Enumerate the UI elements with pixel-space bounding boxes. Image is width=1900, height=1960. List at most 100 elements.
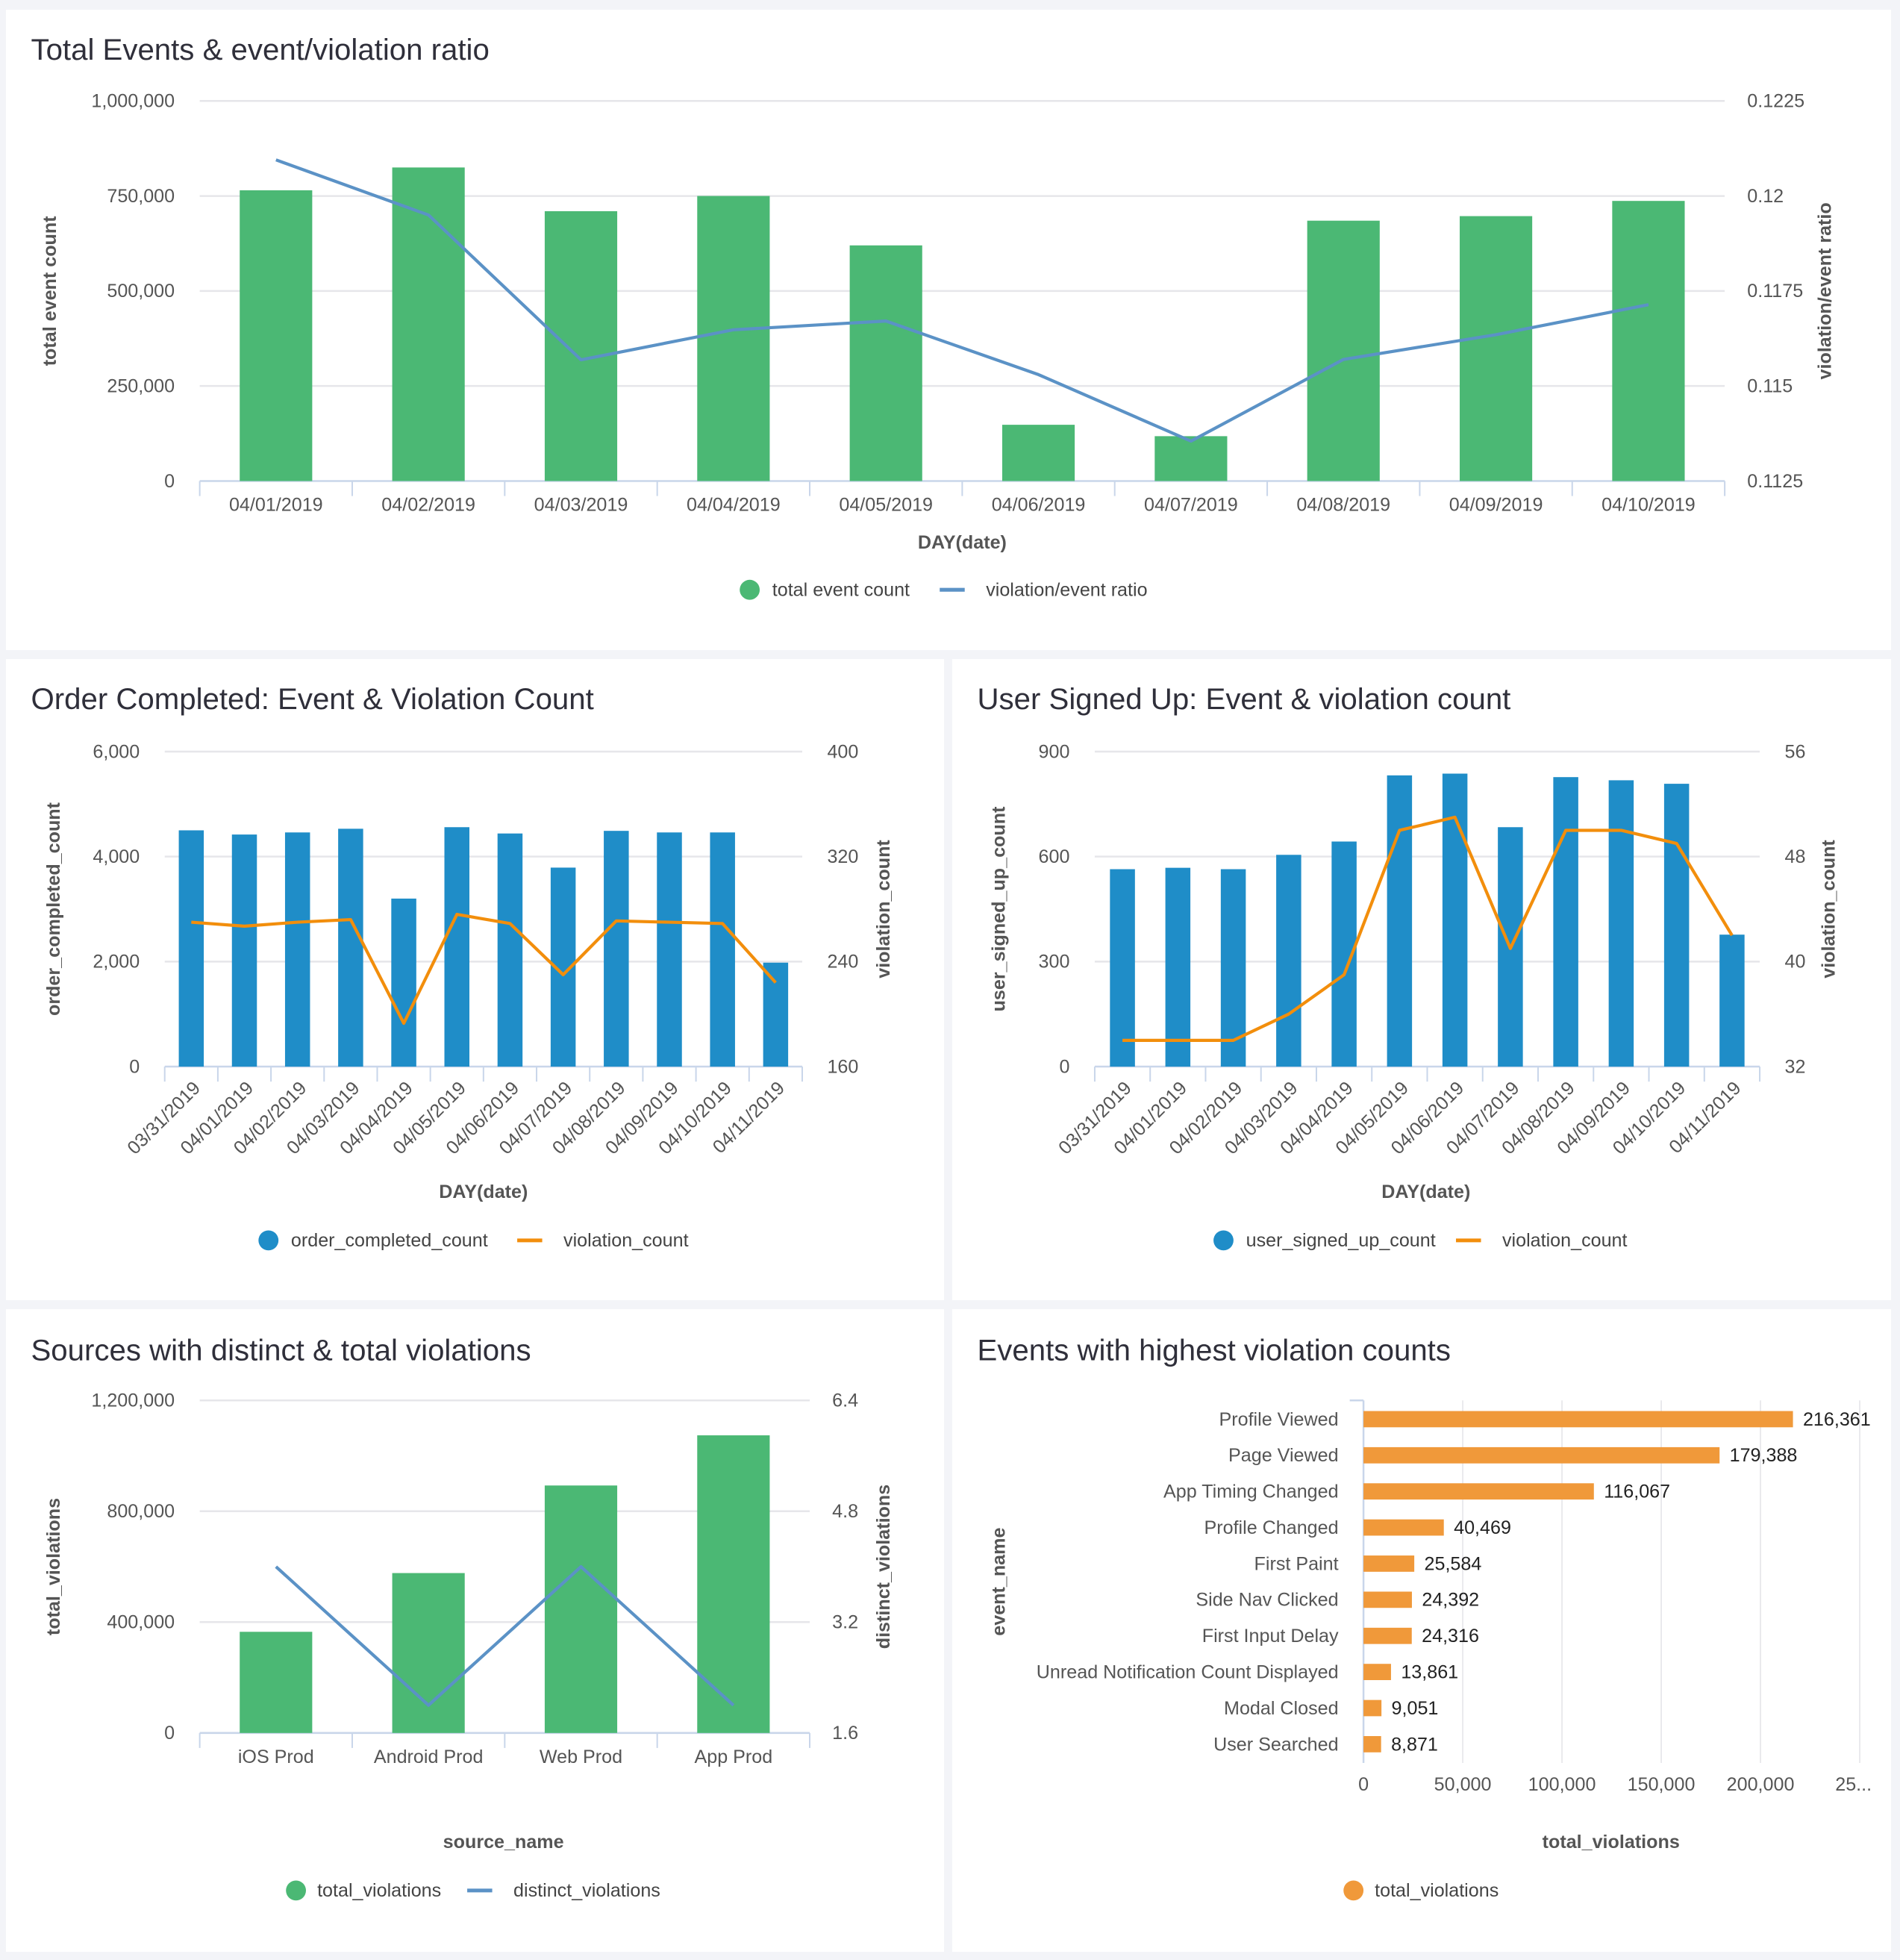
chart-svg: Total Events & event/violation ratio 0 0.1… [31,33,1836,601]
y2-tick-label: 160 [828,1056,859,1077]
bar[interactable] [392,1573,466,1733]
chart-panel: Sources with distinct & total violations… [6,1308,944,1952]
bar[interactable] [1363,1700,1382,1717]
bar[interactable] [604,830,629,1067]
bar[interactable] [1612,201,1685,481]
y-tick-label: First Paint [1254,1553,1339,1574]
x-tick-label: 04/06/2019 [992,495,1086,516]
bar[interactable] [1719,934,1746,1067]
x-axis-title: DAY(date) [918,532,1007,553]
bar[interactable] [1443,773,1468,1067]
bar[interactable] [240,190,313,481]
bar[interactable] [285,832,310,1067]
series-line[interactable] [191,912,778,1025]
y2-tick-label: 4.8 [833,1501,859,1522]
series-line[interactable] [275,158,1649,443]
bar[interactable] [1363,1411,1793,1428]
bar[interactable] [391,898,417,1067]
bar[interactable] [1221,869,1246,1067]
legend-label: total_violations [317,1880,441,1901]
y2-tick-label: 0.12 [1748,186,1784,207]
legend-label: distinct_violations [513,1880,660,1901]
y2-axis-title: distinct_violations [874,1485,895,1649]
chart-panel: Total Events & event/violation ratio 0 0.1… [6,10,1892,650]
y-tick-label: Modal Closed [1224,1698,1339,1719]
bar[interactable] [545,1485,618,1733]
x-tick-label: iOS Prod [238,1747,314,1767]
legend-marker-icon [1213,1230,1234,1250]
bar[interactable] [1363,1446,1720,1464]
y-tick-label: 6,000 [93,741,140,762]
bar[interactable] [1110,869,1136,1067]
bar[interactable] [710,832,736,1067]
bar[interactable] [697,1435,770,1733]
x-tick-label: 04/04/2019 [687,495,781,516]
x-tick-label: 04/10/2019 [1601,495,1696,516]
legend-label: total event count [772,580,910,601]
bar[interactable] [1363,1483,1595,1499]
bar[interactable] [338,828,364,1067]
y2-tick-label: 40 [1785,951,1806,972]
bar[interactable] [1002,425,1075,481]
y2-axis-title: violation_count [1819,839,1840,978]
bar[interactable] [849,246,923,481]
y-tick-label: First Input Delay [1202,1626,1339,1647]
bar[interactable] [1460,216,1533,481]
bar[interactable] [1276,855,1301,1067]
y-tick-label: 0 [130,1056,140,1077]
data-label: 25,584 [1425,1553,1482,1574]
bar[interactable] [763,962,789,1067]
x-tick-label: Web Prod [540,1747,622,1767]
legend-marker-icon [258,1230,279,1250]
x-axis-title: DAY(date) [440,1182,528,1202]
chart-svg: Events with highest violation counts 0 50,… [978,1333,1872,1901]
bar[interactable] [178,830,204,1067]
y2-tick-label: 56 [1785,741,1806,762]
bar[interactable] [657,832,683,1067]
bar[interactable] [1553,776,1579,1067]
y-tick-label: Page Viewed [1228,1445,1339,1466]
chart-title: Sources with distinct & total violations [31,1333,531,1367]
x-tick-label: 100,000 [1528,1774,1596,1795]
y2-tick-label: 0.1175 [1748,281,1804,302]
data-label: 8,871 [1391,1734,1438,1755]
y-tick-label: Side Nav Clicked [1196,1589,1339,1610]
x-tick-label: 04/01/2019 [229,495,323,516]
y2-tick-label: 400 [828,741,859,762]
x-tick-label: 150,000 [1628,1774,1696,1795]
bar[interactable] [1363,1735,1382,1753]
bar[interactable] [697,196,770,481]
bar[interactable] [1664,783,1690,1067]
bar[interactable] [1165,867,1191,1067]
y-axis-title: user_signed_up_count [989,806,1010,1012]
bar[interactable] [1154,436,1228,481]
x-tick-label: 25... [1836,1774,1872,1795]
bar[interactable] [1608,780,1634,1067]
bar[interactable] [240,1632,313,1733]
bar[interactable] [1363,1663,1392,1680]
bar[interactable] [545,211,618,481]
y-tick-label: Profile Viewed [1219,1408,1339,1429]
bar[interactable] [1363,1519,1445,1536]
bar[interactable] [232,834,257,1067]
series-line[interactable] [1122,815,1734,1042]
bar[interactable] [1363,1555,1415,1572]
bar[interactable] [1363,1627,1413,1644]
bar[interactable] [444,826,470,1067]
bar[interactable] [498,833,523,1067]
y-tick-label: 0 [165,471,175,492]
bar[interactable] [392,167,466,481]
y-tick-label: 4,000 [93,846,140,867]
bar[interactable] [1387,775,1413,1067]
y-tick-label: 2,000 [93,951,140,972]
bar[interactable] [1307,221,1381,481]
y2-axis-title: violation_count [874,839,895,978]
chart-panel: Order Completed: Event & Violation Count… [6,658,944,1300]
bar[interactable] [1363,1591,1413,1608]
y-tick-label: App Timing Changed [1163,1481,1339,1502]
x-tick-label: 50,000 [1434,1774,1492,1795]
chart-svg: User Signed Up: Event & violation count 0… [978,682,1840,1251]
x-tick-label: 200,000 [1727,1774,1795,1795]
series-line[interactable] [275,1564,735,1707]
y-tick-label: 300 [1039,951,1070,972]
